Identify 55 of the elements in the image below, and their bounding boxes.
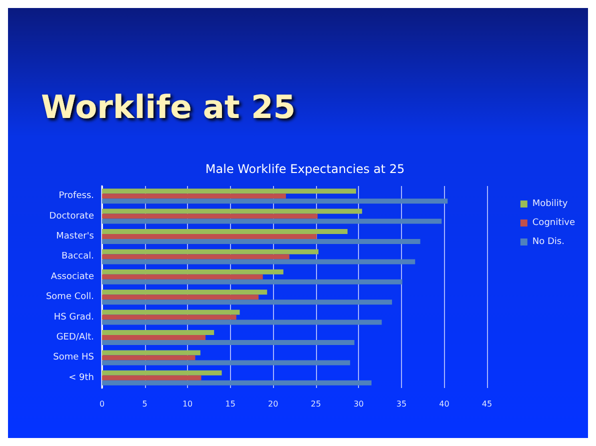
bar: [102, 234, 317, 239]
chart-title: Worklife at 25: [41, 88, 296, 126]
bar: [102, 218, 442, 224]
bar: [102, 229, 348, 234]
bar: [102, 335, 206, 340]
bar: [102, 290, 268, 295]
bar: [102, 370, 222, 376]
x-tick-label: 30: [354, 400, 364, 408]
bar: [102, 269, 284, 274]
legend-label: Cognitive: [532, 218, 576, 228]
y-tick-label: GED/Alt.: [56, 332, 94, 342]
bar: [102, 194, 286, 199]
bar: [102, 294, 259, 300]
bar: [102, 360, 350, 366]
legend-label: Mobility: [532, 199, 568, 209]
legend-label: No Dis.: [532, 237, 564, 247]
bar: [102, 320, 382, 325]
bar: [102, 188, 356, 194]
bar: [102, 279, 402, 284]
bar: [102, 330, 214, 335]
y-tick-label: Some Coll.: [46, 292, 94, 302]
y-tick-label: Associate: [50, 272, 94, 282]
y-tick-label: Profess.: [58, 191, 94, 202]
bar: [102, 300, 392, 305]
y-tick-label: Master's: [56, 232, 94, 242]
bar: [102, 355, 196, 360]
bar: [102, 314, 236, 320]
bar: [102, 198, 448, 204]
bar: [102, 208, 362, 214]
y-tick-label: Baccal.: [62, 252, 94, 262]
x-tick-label: 40: [439, 400, 450, 408]
y-tick-label: Some HS: [53, 352, 94, 363]
x-tick-label: 15: [225, 400, 236, 408]
x-tick-label: 25: [310, 400, 321, 408]
bar: [102, 254, 290, 260]
y-tick-label: HS Grad.: [54, 312, 94, 322]
x-tick-label: 0: [99, 400, 105, 408]
y-tick-label: Doctorate: [49, 211, 94, 222]
bar: [102, 274, 263, 280]
bar: [102, 249, 318, 254]
chart-subtitle: Male Worklife Expectancies at 25: [205, 162, 405, 176]
bar: [102, 350, 200, 356]
bar: [102, 259, 416, 264]
x-tick-label: 10: [182, 400, 193, 408]
x-tick-label: 35: [396, 400, 407, 408]
bar: [102, 340, 354, 345]
bar: [102, 214, 318, 219]
bar: [102, 310, 240, 315]
x-tick-label: 20: [268, 400, 278, 408]
x-tick-label: 45: [482, 400, 492, 408]
x-tick-label: 5: [142, 400, 148, 408]
bar: [102, 380, 372, 386]
y-tick-label: < 9th: [68, 372, 94, 383]
bar: [102, 239, 420, 244]
bar: [102, 375, 202, 380]
